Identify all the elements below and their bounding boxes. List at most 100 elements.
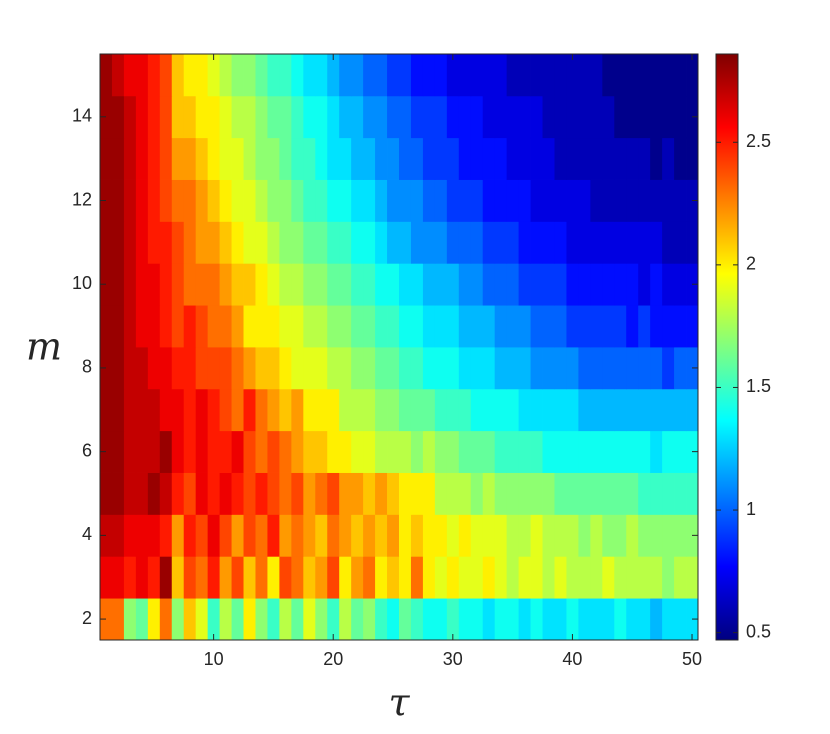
heatmap-cell: [410, 95, 424, 139]
heatmap-cell: [147, 347, 161, 390]
heatmap-cell: [363, 430, 376, 473]
heatmap-cell: [291, 137, 304, 180]
heatmap-cell: [530, 179, 543, 222]
heatmap-cell: [195, 221, 209, 264]
y-tick-label: 8: [82, 357, 92, 377]
heatmap-cell: [219, 95, 232, 139]
heatmap-cell: [207, 263, 220, 306]
heatmap-cell: [470, 430, 484, 473]
heatmap-cell: [351, 54, 364, 97]
heatmap-cell: [207, 137, 220, 180]
heatmap-cell: [662, 221, 675, 264]
heatmap-cell: [267, 95, 280, 139]
heatmap-cell: [399, 430, 412, 473]
heatmap-cell: [590, 347, 603, 390]
heatmap-cell: [267, 430, 280, 473]
heatmap-cell: [123, 598, 137, 641]
heatmap-cell: [111, 54, 125, 97]
heatmap-cell: [470, 514, 484, 557]
heatmap-cell: [387, 347, 400, 390]
heatmap-cell: [123, 430, 137, 473]
heatmap-cell: [578, 263, 591, 306]
x-tick-label: 40: [562, 649, 582, 669]
heatmap-cell: [578, 305, 591, 348]
heatmap-cell: [410, 263, 424, 306]
heatmap-cell: [554, 388, 567, 432]
heatmap-cell: [135, 137, 149, 180]
heatmap-cell: [542, 598, 555, 641]
heatmap-cell: [626, 137, 639, 180]
heatmap-cell: [243, 472, 256, 515]
heatmap-cell: [123, 305, 137, 348]
heatmap-cell: [255, 137, 268, 180]
heatmap-cell: [387, 221, 400, 264]
heatmap-cell: [662, 137, 675, 180]
heatmap-cell: [518, 95, 531, 139]
heatmap-cell: [159, 388, 173, 432]
heatmap-cell: [303, 95, 316, 139]
heatmap-cell: [231, 388, 244, 432]
heatmap-cell: [590, 95, 603, 139]
heatmap-cell: [291, 472, 304, 515]
heatmap-cell: [303, 305, 316, 348]
heatmap-cell: [446, 95, 460, 139]
heatmap-cell: [351, 514, 364, 557]
heatmap-cell: [195, 388, 209, 432]
heatmap-cell: [183, 221, 197, 264]
heatmap-cell: [387, 430, 400, 473]
heatmap-cell: [458, 54, 472, 97]
heatmap-cell: [351, 430, 364, 473]
heatmap-cell: [434, 263, 448, 306]
heatmap-cell: [638, 388, 651, 432]
heatmap-cell: [375, 514, 388, 557]
heatmap-cell: [303, 179, 316, 222]
heatmap-cell: [267, 388, 280, 432]
heatmap-cell: [626, 263, 639, 306]
heatmap-cell: [530, 514, 543, 557]
heatmap-cell: [339, 388, 352, 432]
heatmap-cell: [351, 95, 364, 139]
heatmap-cell: [267, 263, 280, 306]
heatmap-cell: [291, 347, 304, 390]
heatmap-cell: [195, 137, 209, 180]
y-tick-label: 10: [72, 273, 92, 293]
heatmap-cell: [171, 263, 185, 306]
heatmap-cell: [554, 221, 567, 264]
heatmap-cell: [207, 430, 220, 473]
heatmap-cell: [147, 221, 161, 264]
heatmap-cell: [518, 137, 531, 180]
heatmap-cell: [506, 347, 519, 390]
heatmap-cell: [363, 54, 376, 97]
x-tick-label: 10: [204, 649, 224, 669]
colorbar-frame: [715, 53, 739, 641]
heatmap-cell: [123, 263, 137, 306]
heatmap-cell: [614, 54, 627, 97]
heatmap-cell: [195, 305, 209, 348]
heatmap-cell: [686, 137, 699, 180]
heatmap-cell: [422, 556, 436, 599]
heatmap-cell: [422, 95, 436, 139]
heatmap-cell: [387, 388, 400, 432]
heatmap-cell: [482, 95, 496, 139]
heatmap-cell: [554, 95, 567, 139]
heatmap-cell: [267, 472, 280, 515]
y-axis-label: m: [26, 325, 62, 369]
heatmap-cell: [363, 514, 376, 557]
heatmap-cell: [171, 556, 185, 599]
heatmap-cell: [542, 179, 555, 222]
heatmap-cell: [399, 54, 412, 97]
heatmap-cell: [638, 54, 651, 97]
heatmap-cell: [303, 430, 316, 473]
heatmap-cell: [291, 598, 304, 641]
heatmap-cell: [399, 263, 412, 306]
heatmap-cell: [111, 95, 125, 139]
heatmap-cell: [650, 137, 663, 180]
heatmap-cell: [111, 221, 125, 264]
heatmap-cell: [159, 472, 173, 515]
heatmap-cell: [387, 263, 400, 306]
heatmap-cell: [590, 54, 603, 97]
heatmap-cell: [363, 137, 376, 180]
heatmap-cell: [554, 598, 567, 641]
heatmap-cell: [482, 54, 496, 97]
heatmap-cell: [315, 598, 328, 641]
